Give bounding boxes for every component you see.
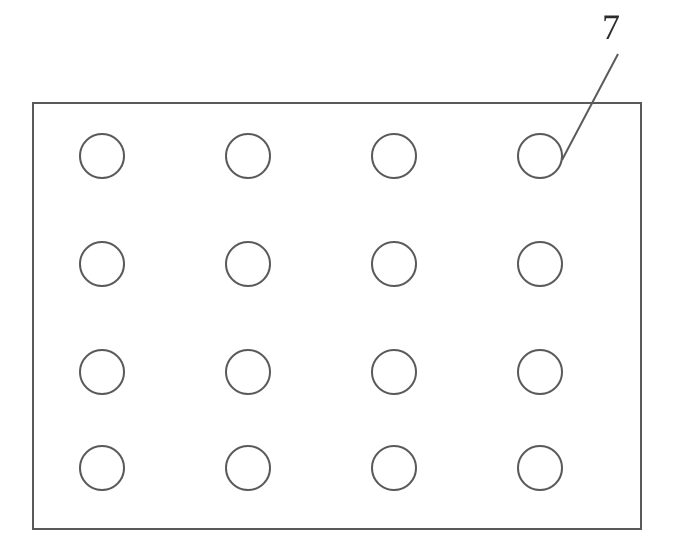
hole-r2-c2 <box>371 349 417 395</box>
hole-r3-c0 <box>79 445 125 491</box>
hole-r0-c1 <box>225 133 271 179</box>
hole-r2-c3 <box>517 349 563 395</box>
hole-r2-c0 <box>79 349 125 395</box>
hole-r3-c2 <box>371 445 417 491</box>
hole-r1-c3 <box>517 241 563 287</box>
hole-r0-c2 <box>371 133 417 179</box>
hole-r3-c3 <box>517 445 563 491</box>
hole-r0-c0 <box>79 133 125 179</box>
callout-label-7: 7 <box>602 6 620 48</box>
hole-r3-c1 <box>225 445 271 491</box>
hole-r1-c1 <box>225 241 271 287</box>
hole-r1-c0 <box>79 241 125 287</box>
hole-r0-c3 <box>517 133 563 179</box>
diagram-canvas: 7 <box>0 0 692 554</box>
hole-r1-c2 <box>371 241 417 287</box>
hole-r2-c1 <box>225 349 271 395</box>
